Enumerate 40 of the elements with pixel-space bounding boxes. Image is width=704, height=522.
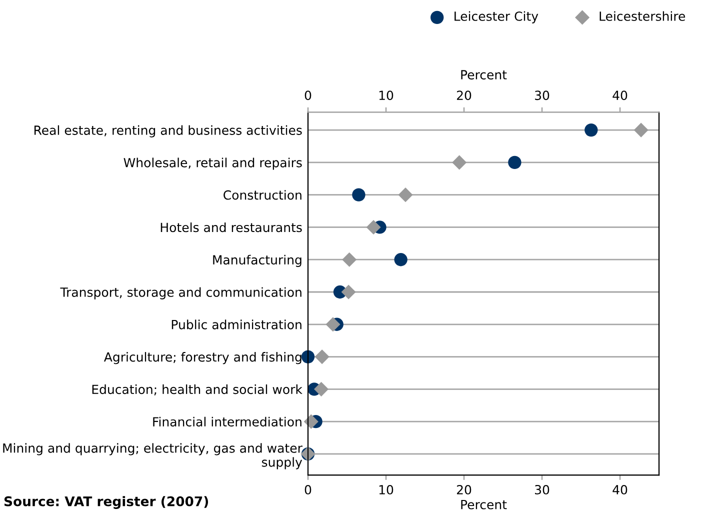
legend-label: Leicestershire — [600, 11, 686, 21]
point — [398, 188, 413, 202]
x2-axis-title: Percent — [461, 70, 507, 80]
point — [452, 155, 467, 170]
y-tick-label: Education; health and social work — [92, 384, 302, 396]
x-tick-label: 20 — [456, 90, 472, 100]
point — [304, 414, 318, 429]
x-tick-label: 10 — [379, 90, 394, 100]
x-tick-label: 30 — [535, 90, 550, 100]
y-tick-label: Mining and quarrying; electricity, gas and water supply — [3, 443, 302, 470]
point — [314, 382, 329, 396]
source-note: Source: VAT register (2007) — [4, 496, 208, 509]
x2-tick-label: 40 — [612, 484, 628, 494]
y-tick-label: Public administration — [172, 320, 302, 330]
y-tick-label: Wholesale, retail and repairs — [124, 158, 302, 170]
point — [584, 123, 598, 137]
point — [342, 252, 357, 267]
point — [314, 350, 330, 364]
point — [508, 156, 522, 170]
x2-tick-label: 20 — [456, 484, 472, 494]
point — [394, 253, 408, 266]
legend-label: Leicester City — [454, 11, 538, 24]
y-tick-label: Hotels and restaurants — [160, 222, 302, 232]
point — [341, 284, 356, 300]
y-tick-label: Financial intermediation — [153, 416, 302, 426]
y-tick-label: Transport, storage and communication — [60, 287, 302, 300]
x2-tick-label: 0 — [304, 484, 312, 494]
y-tick-label: Construction — [224, 190, 302, 200]
point — [352, 188, 366, 202]
point — [326, 317, 340, 332]
y-tick-label: Manufacturing — [213, 254, 302, 267]
point — [634, 122, 648, 138]
point — [366, 220, 381, 235]
x2-tick-label: 10 — [379, 484, 394, 494]
x-tick-label: 0 — [304, 90, 312, 100]
x-axis-title: Percent — [461, 500, 507, 510]
x-tick-label: 40 — [612, 90, 628, 100]
y-tick-label: Real estate, renting and business activities — [34, 125, 302, 138]
x2-tick-label: 30 — [535, 484, 550, 494]
y-tick-label: Agriculture; forestry and fishing — [104, 352, 302, 364]
